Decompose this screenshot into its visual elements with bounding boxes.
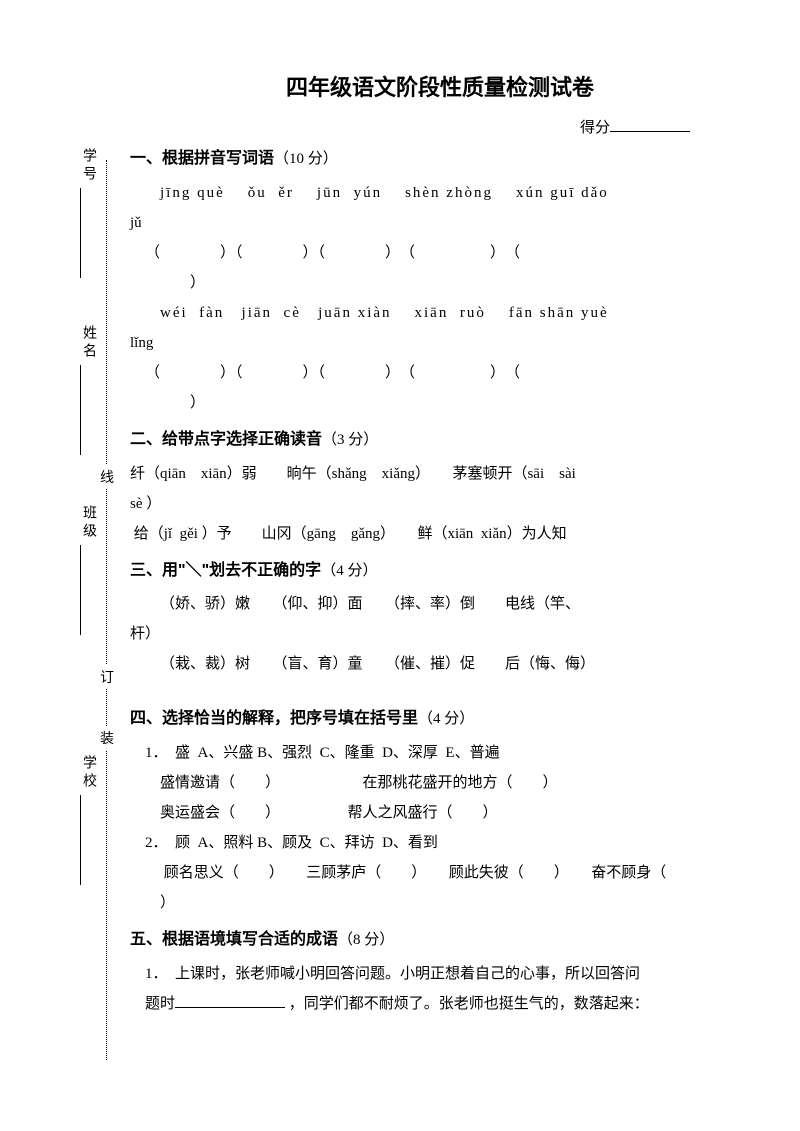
section-4-heading: 四、选择恰当的解释，把序号填在括号里（4 分） [130,705,750,734]
q4-item1-a[interactable]: 盛情邀请（ ） 在那桃花盛开的地方（ ） [130,768,750,798]
section-2-title: 二、给带点字选择正确读音 [130,431,322,448]
section-1-points: （10 分） [274,151,338,167]
q1-row1-tail: jǔ [130,208,750,238]
section-1-heading: 一、根据拼音写词语（10 分） [130,145,750,174]
section-5-heading: 五、根据语境填写合适的成语（8 分） [130,926,750,955]
q1-row2-tail: lǐng [130,328,750,358]
section-4-title: 四、选择恰当的解释，把序号填在括号里 [130,710,418,727]
score-label: 得分 [580,120,610,136]
section-3-heading: 三、用"＼"划去不正确的字（4 分） [130,557,750,586]
section-5-title: 五、根据语境填写合适的成语 [130,931,338,948]
q1-paren-row2-close[interactable]: ） [130,388,750,418]
q1-paren-row1-close[interactable]: ） [130,268,750,298]
q4-item2-head: 2． 顾 A、照料 B、顾及 C、拜访 D、看到 [130,828,750,858]
section-5-points: （8 分） [338,932,394,948]
score-blank[interactable] [610,131,690,132]
q5-line2-b: ，同学们都不耐烦了。张老师也挺生气的，数落起来： [285,996,649,1012]
section-2-heading: 二、给带点字选择正确读音（3 分） [130,426,750,455]
section-3-points: （4 分） [321,563,377,579]
q1-paren-row2[interactable]: （ ）（ ）（ ） （ ） （ [130,358,750,388]
page-content: 四年级语文阶段性质量检测试卷 得分 一、根据拼音写词语（10 分） jīng q… [0,0,800,1059]
q3-line1-tail[interactable]: 杆） [130,619,750,649]
q5-line2: 题时 ，同学们都不耐烦了。张老师也挺生气的，数落起来： [130,989,750,1019]
q1-pinyin-row2: wéi fàn jiān cè juān xiàn xiān ruò fān s… [130,298,750,328]
section-3-title: 三、用"＼"划去不正确的字 [130,562,321,579]
q5-line1: 1． 上课时，张老师喊小明回答问题。小明正想着自己的心事，所以回答问 [130,959,750,989]
q4-item2-tail[interactable]: ） [130,888,750,918]
q1-pinyin-row1: jīng què ǒu ěr jūn yún shèn zhòng xún gu… [130,178,750,208]
q2-line1[interactable]: 纤（qiān xiān）弱 晌午（shǎng xiǎng） 茅塞顿开（sāi s… [130,459,750,489]
q4-item2-a[interactable]: 顾名思义（ ） 三顾茅庐（ ） 顾此失彼（ ） 奋不顾身（ [130,858,750,888]
q5-line2-a: 题时 [145,996,175,1012]
document-title: 四年级语文阶段性质量检测试卷 [130,70,750,102]
q5-blank[interactable] [175,1007,285,1008]
section-1-title: 一、根据拼音写词语 [130,150,274,167]
q3-line2[interactable]: （栽、裁）树 （盲、育）童 （催、摧）促 后（悔、侮） [130,649,750,679]
q2-line2[interactable]: 给（jǐ gěi ）予 山冈（gāng gǎng） 鲜（xiān xiǎn）为人… [130,519,750,549]
spacer [130,679,750,697]
q4-item1-head: 1． 盛 A、兴盛 B、强烈 C、隆重 D、深厚 E、普遍 [130,738,750,768]
section-2-points: （3 分） [322,432,378,448]
q3-line1[interactable]: （娇、骄）嫩 （仰、抑）面 （摔、率）倒 电线（竿、 [130,589,750,619]
q4-item1-b[interactable]: 奥运盛会（ ） 帮人之风盛行（ ） [130,798,750,828]
q1-paren-row1[interactable]: （ ）（ ）（ ） （ ） （ [130,238,750,268]
section-4-points: （4 分） [418,711,474,727]
score-line: 得分 [130,116,750,137]
q2-line1-tail[interactable]: sè ） [130,489,750,519]
